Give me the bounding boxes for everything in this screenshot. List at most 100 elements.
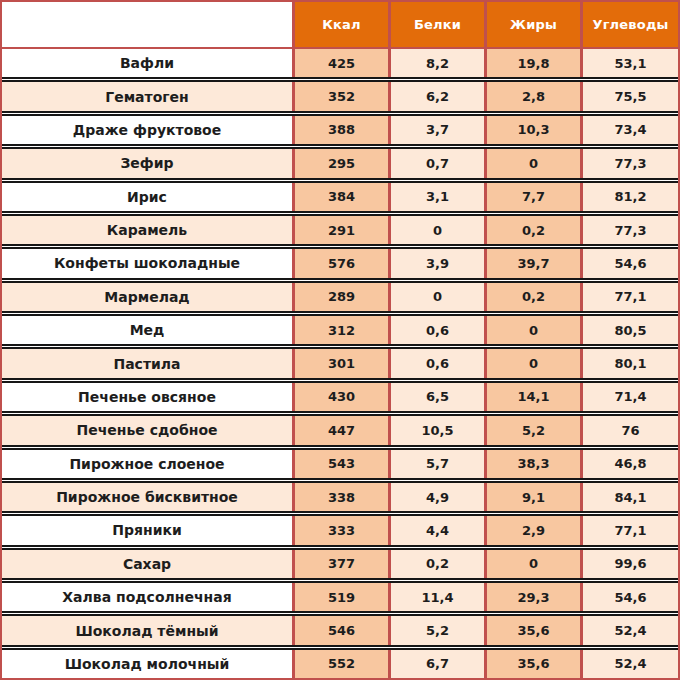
carbs-cell: 52,4 — [580, 650, 678, 678]
table-row: Печенье сдобное 447 10,5 5,2 76 — [2, 416, 678, 449]
fat-cell: 14,1 — [484, 383, 580, 411]
product-name-cell: Шоколад тёмный — [2, 616, 292, 644]
product-name-cell: Мед — [2, 316, 292, 344]
carbs-cell: 84,1 — [580, 483, 678, 511]
product-name-cell: Печенье овсяное — [2, 383, 292, 411]
fat-cell: 0,2 — [484, 283, 580, 311]
carbs-cell: 80,1 — [580, 349, 678, 377]
table-row: Конфеты шоколадные 576 3,9 39,7 54,6 — [2, 249, 678, 282]
product-name-cell: Ирис — [2, 183, 292, 211]
table-row: Шоколад молочный 552 6,7 35,6 52,4 — [2, 650, 678, 678]
protein-cell: 0 — [388, 216, 484, 244]
table-row: Мед 312 0,6 0 80,5 — [2, 316, 678, 349]
carbs-cell: 77,1 — [580, 283, 678, 311]
table-row: Пирожное слоеное 543 5,7 38,3 46,8 — [2, 450, 678, 483]
carbs-cell: 77,3 — [580, 149, 678, 177]
protein-cell: 6,5 — [388, 383, 484, 411]
carbs-cell: 99,6 — [580, 550, 678, 578]
carbs-cell: 77,3 — [580, 216, 678, 244]
protein-cell: 8,2 — [388, 49, 484, 77]
protein-cell: 0,2 — [388, 550, 484, 578]
carbs-cell: 73,4 — [580, 116, 678, 144]
protein-cell: 0 — [388, 283, 484, 311]
kcal-cell: 312 — [292, 316, 388, 344]
table-row: Ирис 384 3,1 7,7 81,2 — [2, 183, 678, 216]
kcal-cell: 338 — [292, 483, 388, 511]
kcal-cell: 289 — [292, 283, 388, 311]
header-fat-column: Жиры — [484, 2, 580, 47]
fat-cell: 35,6 — [484, 650, 580, 678]
fat-cell: 2,8 — [484, 82, 580, 110]
product-name-cell: Мармелад — [2, 283, 292, 311]
product-name-cell: Сахар — [2, 550, 292, 578]
kcal-cell: 384 — [292, 183, 388, 211]
table-row: Карамель 291 0 0,2 77,3 — [2, 216, 678, 249]
protein-cell: 4,9 — [388, 483, 484, 511]
protein-cell: 5,7 — [388, 450, 484, 478]
fat-cell: 29,3 — [484, 583, 580, 611]
protein-cell: 6,2 — [388, 82, 484, 110]
fat-cell: 5,2 — [484, 416, 580, 444]
protein-cell: 4,4 — [388, 516, 484, 544]
carbs-cell: 75,5 — [580, 82, 678, 110]
carbs-cell: 52,4 — [580, 616, 678, 644]
carbs-cell: 53,1 — [580, 49, 678, 77]
kcal-cell: 291 — [292, 216, 388, 244]
kcal-cell: 543 — [292, 450, 388, 478]
protein-cell: 11,4 — [388, 583, 484, 611]
carbs-cell: 46,8 — [580, 450, 678, 478]
kcal-cell: 388 — [292, 116, 388, 144]
table-row: Мармелад 289 0 0,2 77,1 — [2, 283, 678, 316]
protein-cell: 5,2 — [388, 616, 484, 644]
table-row: Гематоген 352 6,2 2,8 75,5 — [2, 82, 678, 115]
protein-cell: 0,6 — [388, 349, 484, 377]
fat-cell: 38,3 — [484, 450, 580, 478]
product-name-cell: Драже фруктовое — [2, 116, 292, 144]
product-name-cell: Халва подсолнечная — [2, 583, 292, 611]
product-name-cell: Карамель — [2, 216, 292, 244]
protein-cell: 10,5 — [388, 416, 484, 444]
product-name-cell: Пирожное бисквитное — [2, 483, 292, 511]
kcal-cell: 519 — [292, 583, 388, 611]
kcal-cell: 425 — [292, 49, 388, 77]
fat-cell: 0 — [484, 316, 580, 344]
kcal-cell: 447 — [292, 416, 388, 444]
product-name-cell: Печенье сдобное — [2, 416, 292, 444]
table-row: Пирожное бисквитное 338 4,9 9,1 84,1 — [2, 483, 678, 516]
table-row: Сахар 377 0,2 0 99,6 — [2, 550, 678, 583]
table-row: Халва подсолнечная 519 11,4 29,3 54,6 — [2, 583, 678, 616]
carbs-cell: 76 — [580, 416, 678, 444]
fat-cell: 7,7 — [484, 183, 580, 211]
table-body: Вафли 425 8,2 19,8 53,1 Гематоген 352 6,… — [2, 49, 678, 678]
product-name-cell: Пастила — [2, 349, 292, 377]
kcal-cell: 576 — [292, 249, 388, 277]
table-row: Шоколад тёмный 546 5,2 35,6 52,4 — [2, 616, 678, 649]
product-name-cell: Гематоген — [2, 82, 292, 110]
carbs-cell: 77,1 — [580, 516, 678, 544]
kcal-cell: 301 — [292, 349, 388, 377]
kcal-cell: 552 — [292, 650, 388, 678]
fat-cell: 39,7 — [484, 249, 580, 277]
table-header-row: Кондитерские изделия Ккал Белки Жиры Угл… — [2, 2, 678, 49]
protein-cell: 3,9 — [388, 249, 484, 277]
table-row: Вафли 425 8,2 19,8 53,1 — [2, 49, 678, 82]
kcal-cell: 546 — [292, 616, 388, 644]
fat-cell: 0,2 — [484, 216, 580, 244]
nutrition-table: Кондитерские изделия Ккал Белки Жиры Угл… — [0, 0, 680, 680]
fat-cell: 10,3 — [484, 116, 580, 144]
carbs-cell: 54,6 — [580, 249, 678, 277]
kcal-cell: 352 — [292, 82, 388, 110]
table-row: Зефир 295 0,7 0 77,3 — [2, 149, 678, 182]
product-name-cell: Конфеты шоколадные — [2, 249, 292, 277]
carbs-cell: 80,5 — [580, 316, 678, 344]
fat-cell: 0 — [484, 149, 580, 177]
table-row: Драже фруктовое 388 3,7 10,3 73,4 — [2, 116, 678, 149]
fat-cell: 0 — [484, 349, 580, 377]
table-row: Пряники 333 4,4 2,9 77,1 — [2, 516, 678, 549]
fat-cell: 35,6 — [484, 616, 580, 644]
carbs-cell: 71,4 — [580, 383, 678, 411]
protein-cell: 0,6 — [388, 316, 484, 344]
protein-cell: 3,1 — [388, 183, 484, 211]
header-kcal-column: Ккал — [292, 2, 388, 47]
carbs-cell: 54,6 — [580, 583, 678, 611]
